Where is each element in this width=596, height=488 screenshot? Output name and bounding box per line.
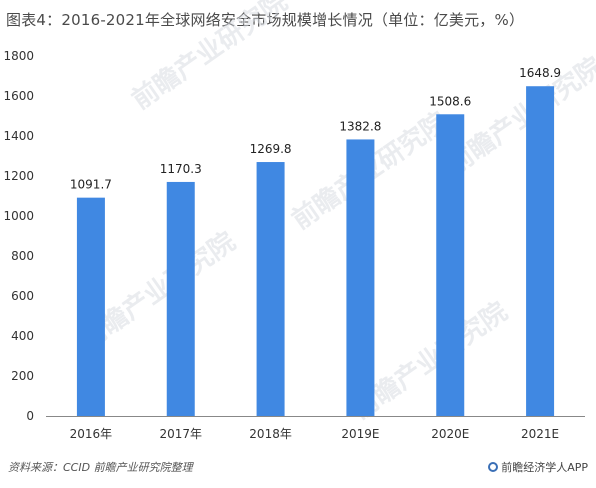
y-tick-label: 800 <box>11 249 34 263</box>
y-tick-label: 1800 <box>3 49 34 63</box>
data-label: 1382.8 <box>339 119 381 133</box>
x-tick-label: 2020E <box>431 427 469 441</box>
x-tick-label: 2016年 <box>70 427 113 441</box>
brand-logo-icon <box>488 462 499 472</box>
source-note: 资料来源：CCID 前瞻产业研究院整理 <box>8 461 193 474</box>
app-brand-label: 前瞻经济学人APP <box>501 461 588 474</box>
bars <box>76 86 555 416</box>
y-tick-label: 600 <box>11 289 34 303</box>
bar <box>346 139 375 416</box>
y-tick-label: 1400 <box>3 129 34 143</box>
data-label: 1170.3 <box>160 162 202 176</box>
x-tick-label: 2019E <box>341 427 379 441</box>
data-label: 1648.9 <box>519 66 561 80</box>
bar <box>76 197 105 416</box>
data-label: 1269.8 <box>250 142 292 156</box>
bar <box>166 181 195 416</box>
y-tick-label: 1600 <box>3 89 34 103</box>
bar <box>436 114 465 416</box>
y-tick-label: 400 <box>11 329 34 343</box>
data-label: 1508.6 <box>429 94 471 108</box>
chart-title: 图表4：2016-2021年全球网络安全市场规模增长情况（单位：亿美元，%） <box>6 11 525 29</box>
bar <box>526 86 555 416</box>
watermark-text: 前瞻产业研究院 <box>126 0 293 116</box>
value-labels: 1091.7 1170.3 1269.8 1382.8 1508.6 1648.9 <box>70 66 561 191</box>
y-axis: 0 200 400 600 800 1000 1200 1400 1600 1800 <box>3 49 34 423</box>
x-tick-label: 2018年 <box>249 427 292 441</box>
app-brand: 前瞻经济学人APP <box>488 459 588 475</box>
data-label: 1091.7 <box>70 178 112 192</box>
y-tick-label: 1200 <box>3 169 34 183</box>
x-tick-label: 2017年 <box>159 427 202 441</box>
bar-chart: 前瞻产业研究院前瞻产业研究院前瞻产业研究院前瞻产业研究院前瞻产业研究院 0 200… <box>3 0 596 441</box>
bar <box>256 162 285 416</box>
y-tick-label: 1000 <box>3 209 34 223</box>
y-tick-label: 0 <box>26 409 34 423</box>
y-tick-label: 200 <box>11 369 34 383</box>
x-axis: 2016年 2017年 2018年 2019E 2020E 2021E <box>46 416 585 441</box>
watermark-group: 前瞻产业研究院前瞻产业研究院前瞻产业研究院前瞻产业研究院前瞻产业研究院 <box>74 0 596 426</box>
x-tick-label: 2021E <box>521 427 559 441</box>
